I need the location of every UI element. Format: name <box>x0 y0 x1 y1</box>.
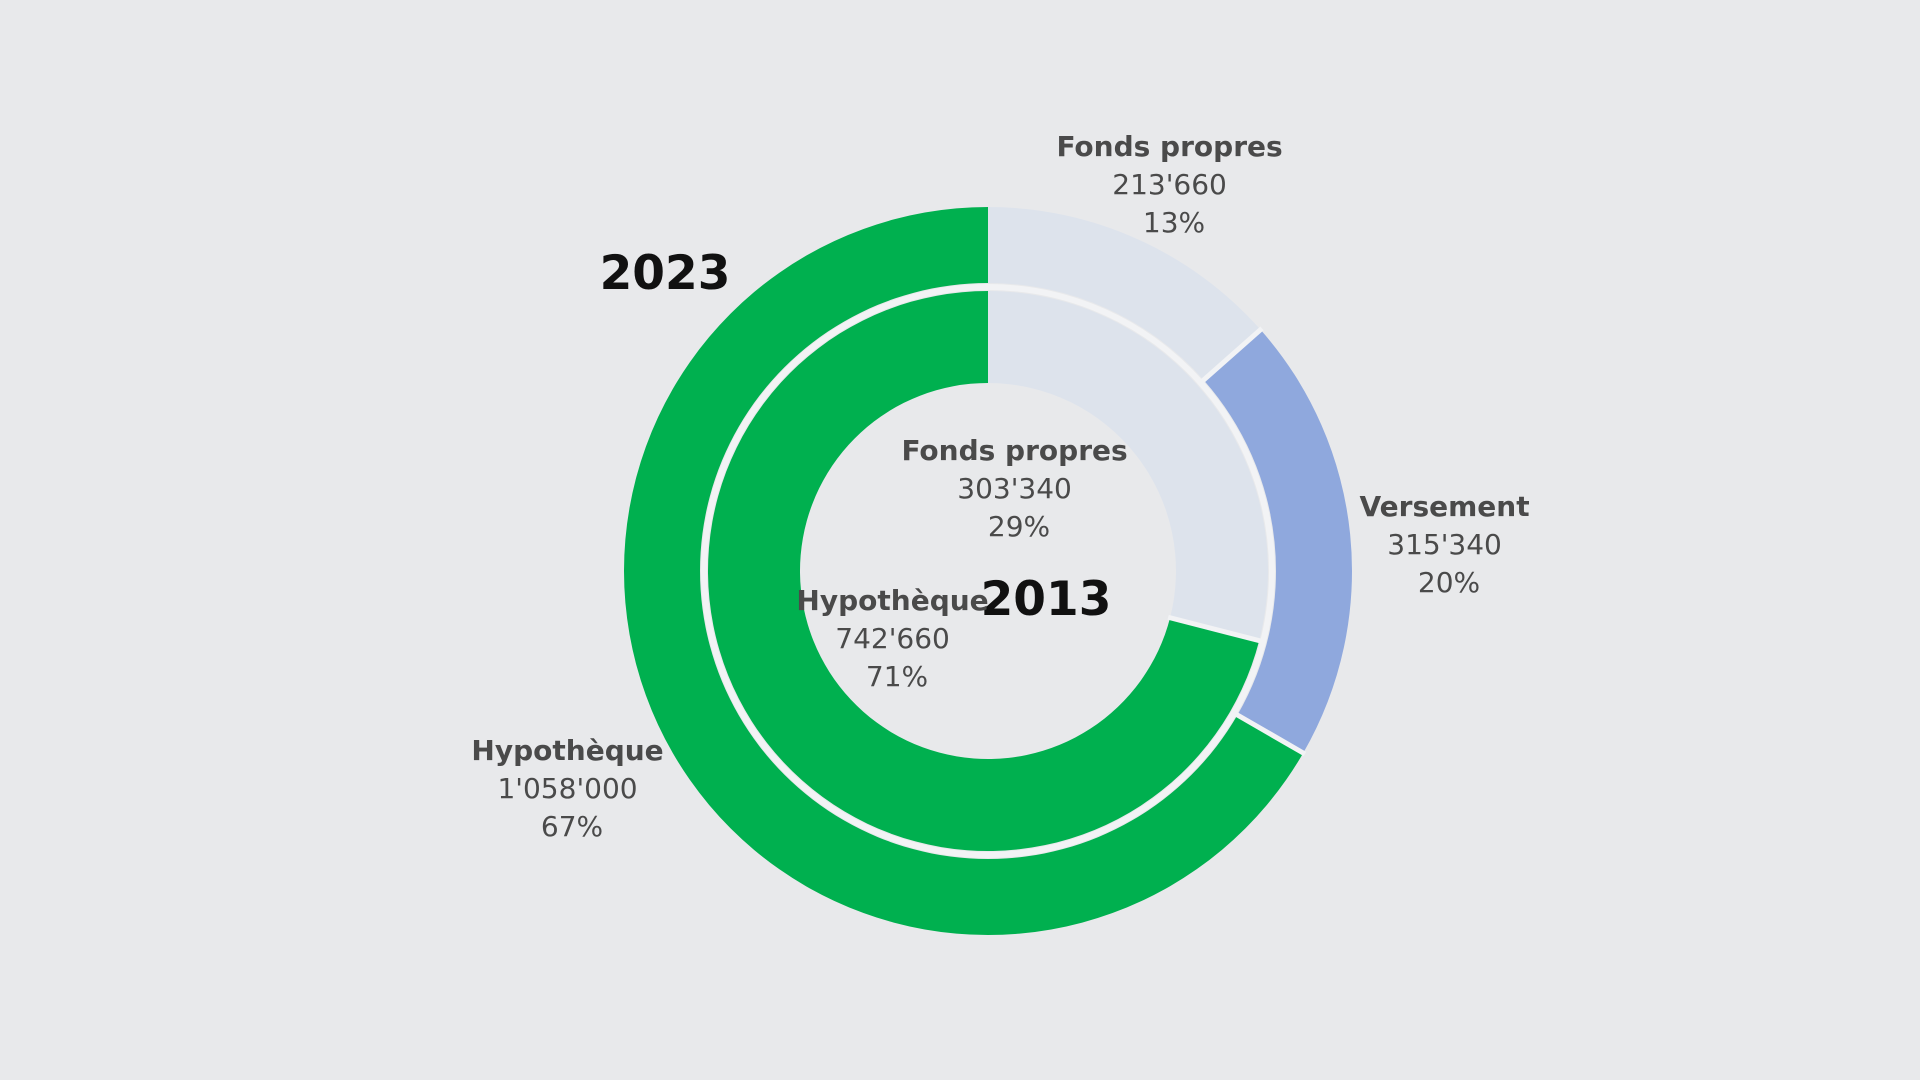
inner-slice-hypotheque <box>707 290 1260 851</box>
ring-separator <box>701 284 1275 858</box>
outer-label-fonds-propres-percent: 13% <box>1143 206 1205 239</box>
inner-slice-fonds-propres <box>988 291 1268 641</box>
outer-label-hypotheque: Hypothèque 1'058'000 67% <box>471 734 672 843</box>
outer-slice-separator <box>1200 326 1264 384</box>
inner-label-fonds-propres-percent: 29% <box>988 510 1050 543</box>
outer-label-hypotheque-percent: 67% <box>541 810 603 843</box>
inner-slice-separator <box>1167 614 1262 644</box>
outer-label-hypotheque-value: 1'058'000 <box>497 772 637 805</box>
outer-slice-versement <box>1203 329 1352 753</box>
outer-slice-fonds-propres <box>988 207 1261 381</box>
outer-label-versement-percent: 20% <box>1418 566 1480 599</box>
outer-ring-2023 <box>623 207 1352 936</box>
inner-label-fonds-propres-value: 303'340 <box>957 472 1072 505</box>
outer-label-versement-value: 315'340 <box>1387 528 1502 561</box>
outer-label-hypotheque-name: Hypothèque <box>471 734 663 767</box>
outer-label-fonds-propres-value: 213'660 <box>1112 168 1227 201</box>
inner-label-hypotheque: Hypothèque 742'660 71% <box>796 584 997 693</box>
inner-ring-2013 <box>707 290 1268 851</box>
inner-label-hypotheque-name: Hypothèque <box>796 584 988 617</box>
outer-label-fonds-propres: Fonds propres 213'660 13% <box>1056 130 1291 239</box>
inner-label-hypotheque-value: 742'660 <box>835 622 950 655</box>
outer-slice-separator <box>1234 711 1307 757</box>
inner-label-fonds-propres: Fonds propres 303'340 29% <box>901 434 1136 543</box>
inner-ring-title: 2013 <box>981 572 1112 627</box>
outer-label-fonds-propres-name: Fonds propres <box>1056 130 1282 163</box>
outer-label-versement: Versement 315'340 20% <box>1360 490 1539 599</box>
inner-label-hypotheque-percent: 71% <box>866 660 928 693</box>
outer-label-versement-name: Versement <box>1360 490 1530 523</box>
inner-label-fonds-propres-name: Fonds propres <box>901 434 1127 467</box>
outer-ring-title: 2023 <box>600 246 731 301</box>
